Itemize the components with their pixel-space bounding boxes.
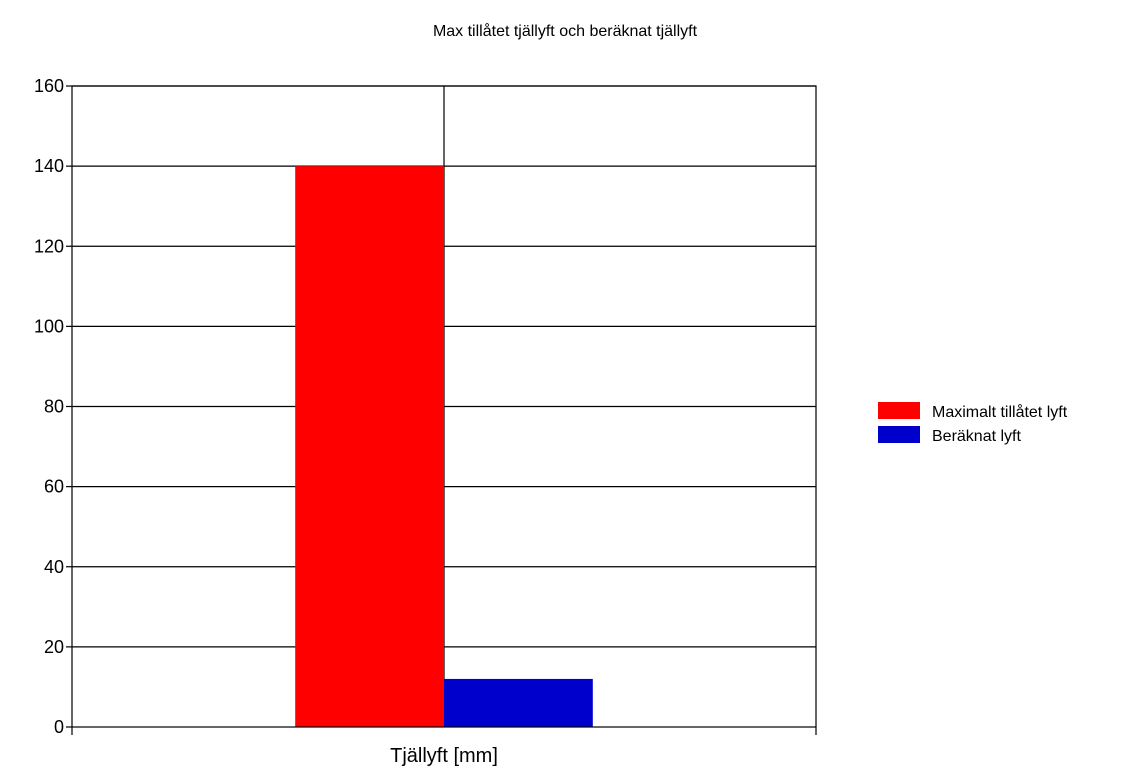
y-tick-label-20: 20 [44, 637, 64, 657]
y-tick-label-0: 0 [54, 717, 64, 737]
y-tick-label-60: 60 [44, 477, 64, 497]
y-axis-ticks: 0 20 40 60 80 100 120 140 160 [34, 76, 72, 737]
y-tick-label-100: 100 [34, 316, 64, 336]
x-axis-categories: Tjällyft [mm] [390, 745, 498, 767]
y-tick-label-120: 120 [34, 236, 64, 256]
chart-title: Max tillåtet tjällyft och beräknat tjäll… [433, 22, 698, 40]
legend-label-1: Beräknat lyft [932, 428, 1021, 445]
y-tick-label-40: 40 [44, 557, 64, 577]
bar-0-1 [444, 678, 593, 727]
bar-0-0 [295, 166, 444, 727]
legend-swatch-0 [878, 402, 920, 419]
legend-label-0: Maximalt tillåtet lyft [932, 403, 1068, 421]
legend: Maximalt tillåtet lyft Beräknat lyft [878, 402, 1068, 445]
y-tick-label-140: 140 [34, 156, 64, 176]
bars [295, 166, 593, 727]
y-tick-label-160: 160 [34, 76, 64, 96]
y-tick-label-80: 80 [44, 397, 64, 417]
legend-swatch-1 [878, 426, 920, 443]
x-category-label: Tjällyft [mm] [390, 745, 498, 767]
